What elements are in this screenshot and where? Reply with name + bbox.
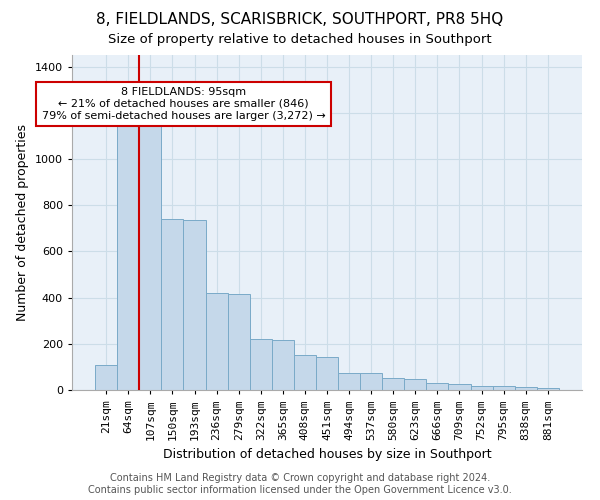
Text: 8, FIELDLANDS, SCARISBRICK, SOUTHPORT, PR8 5HQ: 8, FIELDLANDS, SCARISBRICK, SOUTHPORT, P… [97, 12, 503, 28]
Bar [316, 356, 338, 390]
Bar [139, 124, 161, 390]
Bar [427, 383, 448, 390]
Bar [515, 387, 537, 390]
Bar [338, 372, 360, 390]
Bar [95, 364, 117, 390]
Bar [537, 388, 559, 390]
Text: 8 FIELDLANDS: 95sqm
← 21% of detached houses are smaller (846)
79% of semi-detac: 8 FIELDLANDS: 95sqm ← 21% of detached ho… [41, 88, 325, 120]
Bar [360, 374, 382, 390]
Bar [206, 293, 227, 390]
X-axis label: Distribution of detached houses by size in Southport: Distribution of detached houses by size … [163, 448, 491, 461]
Bar [382, 378, 404, 390]
Bar [184, 220, 206, 390]
Bar [250, 339, 272, 390]
Text: Size of property relative to detached houses in Southport: Size of property relative to detached ho… [108, 32, 492, 46]
Bar [272, 340, 294, 390]
Bar [493, 386, 515, 390]
Bar [294, 356, 316, 390]
Bar [404, 379, 427, 390]
Bar [448, 384, 470, 390]
Bar [470, 386, 493, 390]
Text: Contains HM Land Registry data © Crown copyright and database right 2024.
Contai: Contains HM Land Registry data © Crown c… [88, 474, 512, 495]
Bar [161, 219, 184, 390]
Bar [227, 294, 250, 390]
Y-axis label: Number of detached properties: Number of detached properties [16, 124, 29, 321]
Bar [117, 123, 139, 390]
